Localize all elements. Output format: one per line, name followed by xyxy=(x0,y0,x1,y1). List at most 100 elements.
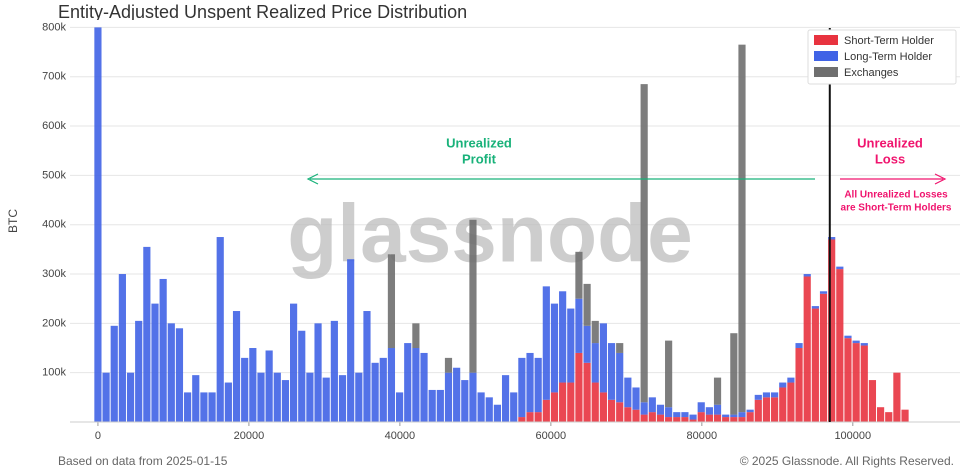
bar-segment xyxy=(648,397,656,413)
bar-segment xyxy=(795,343,803,349)
bar-segment xyxy=(518,357,526,418)
bar-segment xyxy=(746,409,754,413)
bar-segment xyxy=(567,308,575,383)
bar-segment xyxy=(673,417,681,422)
bar-segment xyxy=(713,377,722,405)
bar-segment xyxy=(876,407,885,422)
bar-segment xyxy=(771,397,779,422)
footer-source: Based on data from 2025-01-15 xyxy=(58,454,228,468)
bar-segment xyxy=(135,320,143,422)
bar-segment xyxy=(453,367,461,422)
bar-segment xyxy=(290,303,298,422)
bar-segment xyxy=(575,352,583,422)
bar-segment xyxy=(868,380,877,422)
profit-label: Profit xyxy=(462,151,497,166)
bar-segment xyxy=(200,392,208,422)
bar-segment xyxy=(542,399,550,422)
bar-segment xyxy=(159,278,167,422)
bar-segment xyxy=(420,352,428,422)
bar-segment xyxy=(697,412,705,422)
bar-segment xyxy=(428,389,436,422)
bar-segment xyxy=(387,254,396,349)
bar-segment xyxy=(738,44,746,413)
bar-segment xyxy=(175,328,184,422)
legend-box xyxy=(807,29,957,85)
bar-segment xyxy=(860,345,868,422)
bar-segment xyxy=(754,399,762,422)
bar-segment xyxy=(591,320,599,344)
bar-segment xyxy=(371,362,379,422)
loss-note: All Unrealized Losses xyxy=(844,190,948,201)
bar-segment xyxy=(534,412,542,422)
legend-label: Exchanges xyxy=(844,67,899,79)
bar-segment xyxy=(330,320,338,422)
bar-segment xyxy=(469,219,477,373)
bar-segment xyxy=(118,274,126,422)
bar-segment xyxy=(771,392,779,398)
bar-segment xyxy=(232,311,241,422)
bar-segment xyxy=(192,375,200,422)
bar-segment xyxy=(216,237,224,422)
y-tick-label: 100k xyxy=(42,367,66,379)
bar-segment xyxy=(738,412,746,418)
y-axis-label: BTC xyxy=(6,209,20,233)
watermark: glassnode xyxy=(287,189,693,280)
bar-segment xyxy=(501,375,510,422)
bar-segment xyxy=(550,392,559,422)
bar-segment xyxy=(616,402,624,422)
bar-segment xyxy=(803,274,811,277)
bar-segment xyxy=(697,402,705,413)
footer-copyright: © 2025 Glassnode. All Rights Reserved. xyxy=(740,454,954,468)
bar-segment xyxy=(730,417,738,422)
bar-segment xyxy=(485,397,493,422)
bar-segment xyxy=(713,404,722,415)
bar-segment xyxy=(249,348,257,422)
bar-segment xyxy=(363,311,371,422)
x-tick-label: 20000 xyxy=(234,430,265,442)
bar-segment xyxy=(779,387,787,422)
bar-segment xyxy=(110,325,118,422)
bar-segment xyxy=(844,338,852,422)
bar-segment xyxy=(852,340,860,344)
bar-segment xyxy=(607,399,616,422)
bar-segment xyxy=(338,375,347,422)
bar-segment xyxy=(754,394,762,400)
bar-segment xyxy=(787,382,795,422)
bar-segment xyxy=(583,325,591,363)
bar-segment xyxy=(738,417,746,422)
bar-segment xyxy=(591,343,599,383)
bar-segment xyxy=(632,409,640,422)
bar-segment xyxy=(616,352,624,403)
legend-swatch xyxy=(814,51,838,61)
y-tick-label: 300k xyxy=(42,268,66,280)
bar-segment xyxy=(607,343,616,400)
bar-segment xyxy=(273,372,281,422)
bar-segment xyxy=(852,343,860,422)
bar-segment xyxy=(591,382,599,422)
bar-segment xyxy=(819,291,828,294)
bar-segment xyxy=(722,417,730,422)
bar-segment xyxy=(143,246,151,422)
y-tick-label: 800k xyxy=(42,21,66,33)
bar-segment xyxy=(395,392,404,422)
bar-segment xyxy=(347,259,355,422)
bar-segment xyxy=(542,286,550,400)
x-tick-label: 100000 xyxy=(834,430,871,442)
bar-segment xyxy=(819,293,828,422)
bar-segment xyxy=(632,387,640,410)
legend-swatch xyxy=(814,67,838,77)
bar-segment xyxy=(795,348,803,422)
bar-segment xyxy=(208,392,216,422)
legend-label: Short-Term Holder xyxy=(844,35,934,47)
bar-segment xyxy=(599,323,607,393)
bar-segment xyxy=(526,352,534,413)
bar-segment xyxy=(241,357,249,422)
bar-segment xyxy=(705,414,713,422)
bar-segment xyxy=(575,298,583,353)
bar-segment xyxy=(257,372,265,422)
bar-segment xyxy=(828,239,836,422)
bar-segment xyxy=(599,392,607,422)
bar-segment xyxy=(265,350,273,422)
bar-segment xyxy=(811,308,819,422)
